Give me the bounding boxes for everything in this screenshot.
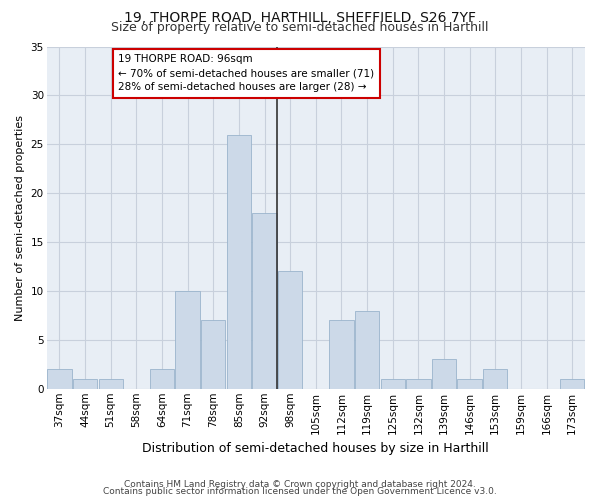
Bar (227, 134, 251, 389)
X-axis label: Distribution of semi-detached houses by size in Harthill: Distribution of semi-detached houses by … (142, 442, 489, 455)
Y-axis label: Number of semi-detached properties: Number of semi-detached properties (15, 114, 25, 320)
Text: Contains HM Land Registry data © Crown copyright and database right 2024.: Contains HM Land Registry data © Crown c… (124, 480, 476, 489)
Text: 19, THORPE ROAD, HARTHILL, SHEFFIELD, S26 7YF: 19, THORPE ROAD, HARTHILL, SHEFFIELD, S2… (124, 11, 476, 25)
Bar (432, 360, 456, 389)
Bar (560, 379, 584, 389)
Bar (457, 379, 482, 389)
Bar (47, 369, 71, 389)
Text: Size of property relative to semi-detached houses in Harthill: Size of property relative to semi-detach… (111, 21, 489, 34)
Text: 19 THORPE ROAD: 96sqm
← 70% of semi-detached houses are smaller (71)
28% of semi: 19 THORPE ROAD: 96sqm ← 70% of semi-deta… (118, 54, 374, 92)
Bar (483, 369, 508, 389)
Bar (278, 272, 302, 389)
Bar (201, 320, 226, 389)
Bar (329, 320, 353, 389)
Text: Contains public sector information licensed under the Open Government Licence v3: Contains public sector information licen… (103, 487, 497, 496)
Bar (73, 379, 97, 389)
Bar (380, 379, 405, 389)
Bar (150, 369, 174, 389)
Bar (406, 379, 431, 389)
Bar (355, 310, 379, 389)
Bar (98, 379, 123, 389)
Bar (253, 212, 277, 389)
Bar (175, 291, 200, 389)
